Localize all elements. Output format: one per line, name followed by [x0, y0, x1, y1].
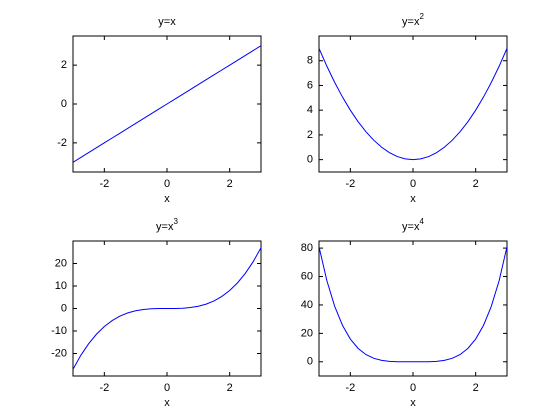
y-tick-label: 40	[301, 299, 313, 311]
x-axis-label: x	[164, 397, 170, 409]
data-line	[73, 247, 261, 370]
data-line	[73, 45, 261, 163]
y-tick-label: 2	[307, 129, 313, 141]
x-tick-label: -2	[99, 382, 109, 394]
y-tick-label: 0	[307, 154, 313, 166]
y-tick-label: 2	[61, 59, 67, 71]
x-axis-label: x	[410, 193, 416, 205]
x-tick-label: 2	[227, 382, 233, 394]
x-tick-label: 2	[227, 178, 233, 190]
data-line	[319, 246, 507, 363]
data-line	[319, 48, 507, 161]
y-tick-label: 10	[55, 280, 67, 292]
x-tick-label: -2	[345, 178, 355, 190]
y-tick-label: 0	[307, 356, 313, 368]
axes-box	[318, 35, 508, 173]
y-tick-label: 4	[307, 104, 313, 116]
title-text: y=x	[156, 221, 174, 233]
axes-title: y=x3	[156, 217, 178, 233]
axes-box	[318, 240, 508, 377]
y-tick-label: 60	[301, 270, 313, 282]
title-exponent: 4	[419, 217, 424, 226]
x-tick-label: 2	[473, 178, 479, 190]
x-tick-label: 0	[410, 178, 416, 190]
y-tick-label: 80	[301, 242, 313, 254]
y-tick-label: 8	[307, 55, 313, 67]
axes-title: y=x	[158, 16, 176, 28]
y-tick-label: 20	[55, 257, 67, 269]
title-text: y=x	[402, 16, 420, 28]
title-text: y=x	[158, 16, 176, 28]
x-tick-label: 0	[164, 382, 170, 394]
axes-title: y=x2	[402, 12, 424, 28]
x-tick-label: 2	[473, 382, 479, 394]
y-tick-label: -20	[51, 347, 67, 359]
y-tick-label: -10	[51, 325, 67, 337]
x-tick-label: 0	[410, 382, 416, 394]
y-tick-label: 6	[307, 79, 313, 91]
axes-title: y=x4	[402, 217, 424, 233]
x-tick-label: -2	[99, 178, 109, 190]
x-tick-label: -2	[345, 382, 355, 394]
x-axis-label: x	[164, 193, 170, 205]
x-tick-label: 0	[164, 178, 170, 190]
y-tick-label: 0	[61, 302, 67, 314]
title-exponent: 2	[419, 12, 424, 21]
title-text: y=x	[402, 221, 420, 233]
y-tick-label: 0	[61, 98, 67, 110]
y-tick-label: -2	[57, 137, 67, 149]
x-axis-label: x	[410, 397, 416, 409]
title-exponent: 3	[173, 217, 178, 226]
y-tick-label: 20	[301, 327, 313, 339]
